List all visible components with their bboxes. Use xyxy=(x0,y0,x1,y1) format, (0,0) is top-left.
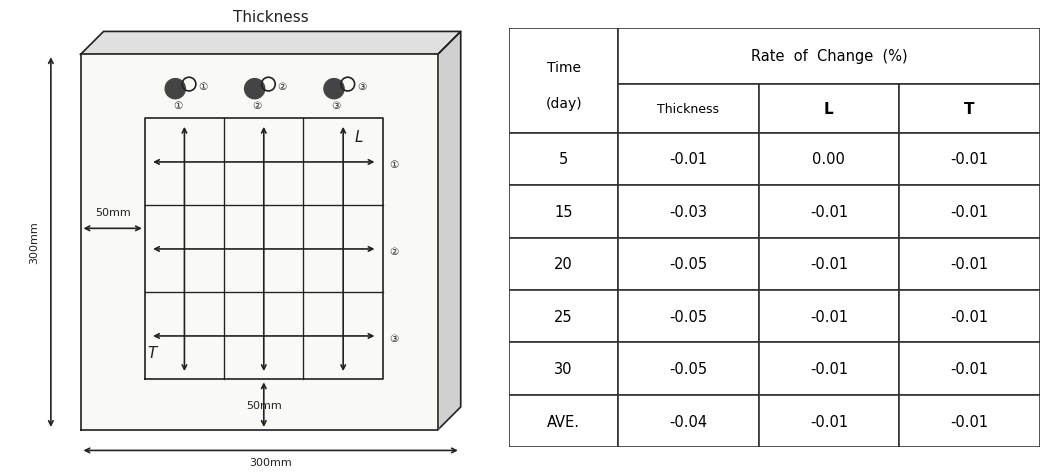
Bar xyxy=(509,395,618,447)
Text: ①: ① xyxy=(389,160,399,170)
Bar xyxy=(759,395,899,447)
Text: Rate  of  Change  (%): Rate of Change (%) xyxy=(750,50,907,64)
Text: 25: 25 xyxy=(554,309,573,324)
Text: -0.01: -0.01 xyxy=(810,257,848,272)
Text: -0.04: -0.04 xyxy=(669,414,708,429)
Circle shape xyxy=(324,79,344,99)
Text: L: L xyxy=(354,130,363,145)
Text: -0.05: -0.05 xyxy=(669,257,708,272)
Bar xyxy=(509,186,618,238)
Text: Time: Time xyxy=(546,61,580,75)
Text: 30: 30 xyxy=(555,361,573,377)
Text: -0.01: -0.01 xyxy=(951,257,989,272)
Bar xyxy=(759,238,899,290)
Text: -0.01: -0.01 xyxy=(810,309,848,324)
Text: Thickness: Thickness xyxy=(658,103,719,116)
Text: ①: ① xyxy=(173,101,182,111)
Text: 50mm: 50mm xyxy=(246,400,281,410)
Text: -0.01: -0.01 xyxy=(810,414,848,429)
Text: ③: ③ xyxy=(389,334,399,344)
Bar xyxy=(899,85,1040,133)
Text: -0.01: -0.01 xyxy=(951,414,989,429)
Text: -0.01: -0.01 xyxy=(951,309,989,324)
Text: -0.01: -0.01 xyxy=(669,152,708,167)
Text: (day): (day) xyxy=(545,97,582,111)
Text: -0.03: -0.03 xyxy=(669,204,708,219)
Text: -0.01: -0.01 xyxy=(810,361,848,377)
Text: ②: ② xyxy=(389,247,399,257)
Bar xyxy=(509,343,618,395)
Bar xyxy=(759,343,899,395)
Bar xyxy=(759,186,899,238)
Bar xyxy=(618,85,759,133)
Bar xyxy=(899,343,1040,395)
Polygon shape xyxy=(438,32,460,430)
Text: 5: 5 xyxy=(559,152,569,167)
Bar xyxy=(899,133,1040,186)
Text: ③: ③ xyxy=(356,81,366,91)
Text: 20: 20 xyxy=(554,257,573,272)
Text: -0.01: -0.01 xyxy=(810,204,848,219)
Text: -0.05: -0.05 xyxy=(669,361,708,377)
Bar xyxy=(509,133,618,186)
Bar xyxy=(618,238,759,290)
Text: 15: 15 xyxy=(555,204,573,219)
Bar xyxy=(618,29,1040,85)
Bar xyxy=(899,290,1040,343)
Circle shape xyxy=(245,79,264,99)
Text: 50mm: 50mm xyxy=(94,208,131,218)
Text: 300mm: 300mm xyxy=(29,221,39,264)
Text: -0.01: -0.01 xyxy=(951,152,989,167)
Bar xyxy=(618,186,759,238)
Bar xyxy=(899,186,1040,238)
Text: Thickness: Thickness xyxy=(232,10,309,25)
Bar xyxy=(759,85,899,133)
Bar xyxy=(759,133,899,186)
Bar xyxy=(618,343,759,395)
Bar xyxy=(618,395,759,447)
Bar xyxy=(618,133,759,186)
Polygon shape xyxy=(81,55,438,430)
Bar xyxy=(509,238,618,290)
Text: 0.00: 0.00 xyxy=(813,152,846,167)
Bar xyxy=(618,290,759,343)
Text: -0.01: -0.01 xyxy=(951,204,989,219)
Text: ②: ② xyxy=(278,81,286,91)
Text: L: L xyxy=(824,102,834,117)
Text: ③: ③ xyxy=(332,101,341,111)
Text: T: T xyxy=(147,345,156,360)
Text: ②: ② xyxy=(253,101,262,111)
Bar xyxy=(899,395,1040,447)
Text: AVE.: AVE. xyxy=(547,414,580,429)
Text: ①: ① xyxy=(198,81,207,91)
Text: -0.05: -0.05 xyxy=(669,309,708,324)
Text: T: T xyxy=(964,102,975,117)
Bar xyxy=(759,290,899,343)
Circle shape xyxy=(166,79,186,99)
Text: -0.01: -0.01 xyxy=(951,361,989,377)
Text: 300mm: 300mm xyxy=(249,457,292,467)
Bar xyxy=(509,290,618,343)
Bar xyxy=(899,238,1040,290)
Polygon shape xyxy=(81,32,460,55)
Bar xyxy=(509,29,618,133)
